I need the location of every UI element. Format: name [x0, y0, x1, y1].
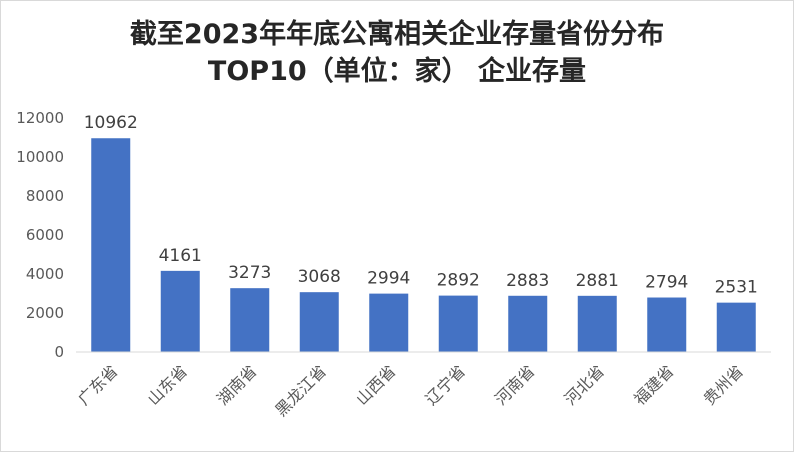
y-tick-label: 4000 — [26, 265, 64, 283]
data-label: 2883 — [506, 271, 549, 291]
y-tick-label: 2000 — [26, 304, 64, 322]
data-label: 3068 — [298, 267, 341, 287]
x-tick-label: 辽宁省 — [422, 361, 469, 408]
bar — [299, 292, 339, 352]
data-label: 10962 — [84, 113, 138, 133]
x-tick-label: 河南省 — [491, 361, 538, 408]
bar — [91, 138, 131, 352]
x-tick-label: 山东省 — [144, 361, 191, 408]
data-label: 2881 — [576, 271, 619, 291]
x-tick-label: 广东省 — [74, 361, 121, 408]
bar — [647, 297, 687, 352]
bar — [508, 295, 548, 352]
y-tick-label: 0 — [54, 343, 64, 361]
x-tick-label: 湖南省 — [213, 361, 260, 408]
bar — [230, 288, 270, 352]
bar — [577, 295, 617, 352]
bar — [716, 302, 756, 352]
y-tick-label: 10000 — [16, 148, 64, 166]
bar — [369, 293, 409, 352]
data-label: 3273 — [228, 263, 271, 283]
x-tick-label: 河北省 — [561, 361, 608, 408]
chart-title-line1: 截至2023年年底公寓相关企业存量省份分布 — [129, 19, 665, 50]
x-tick-label: 山西省 — [352, 361, 399, 408]
data-label: 2892 — [437, 271, 480, 291]
data-label: 2531 — [715, 278, 758, 298]
x-tick-label: 福建省 — [630, 361, 677, 408]
chart-title-line2: TOP10（单位：家） 企业存量 — [207, 56, 587, 87]
data-label: 4161 — [159, 246, 202, 266]
data-label: 2994 — [367, 269, 410, 289]
data-label: 2794 — [645, 273, 688, 293]
y-tick-label: 12000 — [16, 109, 64, 127]
y-tick-label: 8000 — [26, 187, 64, 205]
bar — [160, 270, 200, 352]
y-tick-label: 6000 — [26, 226, 64, 244]
bar — [438, 295, 478, 352]
x-tick-label: 黑龙江省 — [271, 361, 330, 420]
x-tick-label: 贵州省 — [700, 361, 747, 408]
